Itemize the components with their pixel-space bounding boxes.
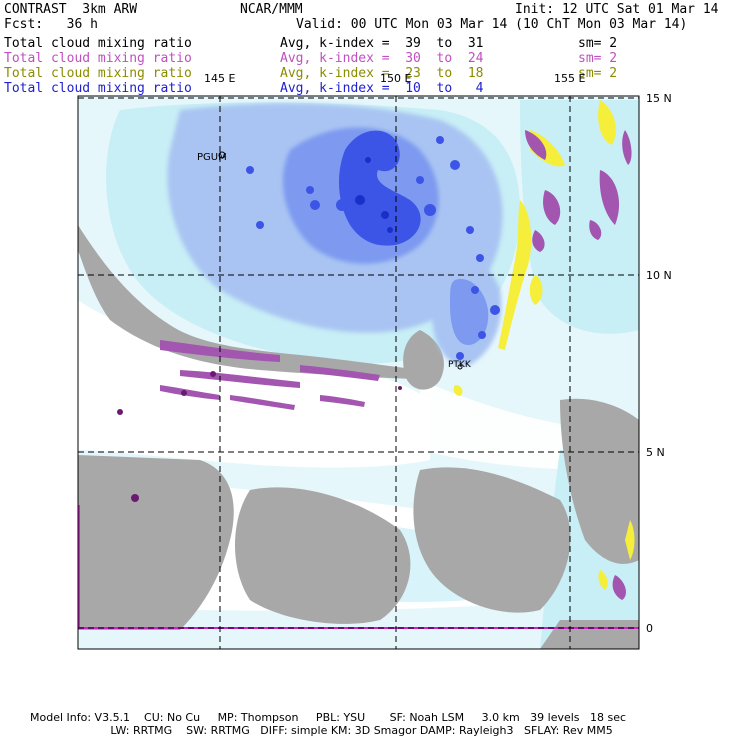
- station-label-pgum: PGUM: [197, 152, 227, 163]
- valid-time: Valid: 00 UTC Mon 03 Mar 14 (10 ChT Mon …: [296, 17, 688, 32]
- forecast-hour: Fcst: 36 h: [4, 17, 98, 32]
- field-stat-4: Avg, k-index = 10 to 4: [280, 81, 484, 96]
- lat-lon-grid: [78, 96, 639, 649]
- deep-blue-cloud-core: [246, 130, 500, 360]
- field-sm-2: sm= 2: [578, 51, 618, 66]
- lat-label-10n: 10 N: [646, 269, 672, 282]
- model-info-line-2: LW: RRTMG SW: RRTMG DIFF: simple KM: 3D …: [30, 724, 613, 737]
- lat-label-5n: 5 N: [646, 446, 665, 459]
- darkest-blue-cores: [355, 157, 393, 233]
- field-stat-3: Avg, k-index = 23 to 18: [280, 66, 484, 81]
- model-title: CONTRAST 3km ARW: [4, 2, 138, 17]
- field-name-2: Total cloud mixing ratio: [4, 51, 192, 66]
- map-frame: [77, 95, 640, 650]
- dark-purple-cells: [117, 371, 402, 502]
- field-name-1: Total cloud mixing ratio: [4, 36, 192, 51]
- lat-label-15n: 15 N: [646, 92, 672, 105]
- station-markers: [218, 151, 463, 370]
- field-name-3: Total cloud mixing ratio: [4, 66, 192, 81]
- field-sm-1: sm= 2: [578, 36, 618, 51]
- lon-label-150e: 150 E: [380, 72, 412, 85]
- station-marker-pgum: [218, 151, 226, 159]
- field-sm-3: sm= 2: [578, 66, 618, 81]
- station-label-ptkk: PTKK: [448, 360, 471, 370]
- field-name-4: Total cloud mixing ratio: [4, 81, 192, 96]
- lon-label-155e: 155 E: [554, 72, 586, 85]
- field-stat-2: Avg, k-index = 30 to 24: [280, 51, 484, 66]
- purple-cloud-streaks: [160, 130, 632, 600]
- organization-label: NCAR/MMM: [240, 2, 303, 17]
- station-marker-ptkk: [457, 364, 463, 370]
- lon-label-145e: 145 E: [204, 72, 236, 85]
- field-stat-1: Avg, k-index = 39 to 31: [280, 36, 484, 51]
- lat-label-0: 0: [646, 622, 653, 635]
- init-time: Init: 12 UTC Sat 01 Mar 14: [515, 2, 719, 17]
- model-info-line-1: Model Info: V3.5.1 CU: No Cu MP: Thompso…: [30, 711, 627, 724]
- yellow-cloud-band: [453, 100, 635, 590]
